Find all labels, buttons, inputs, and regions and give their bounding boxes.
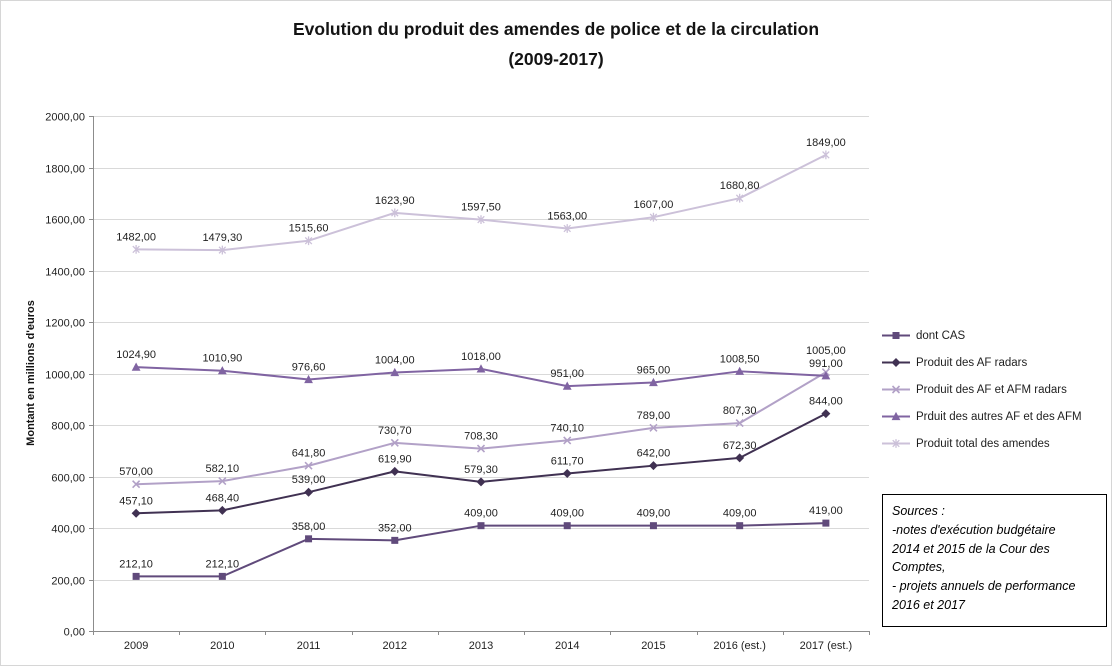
svg-text:641,80: 641,80 (292, 448, 326, 460)
svg-text:2010: 2010 (210, 640, 234, 652)
svg-text:0,00: 0,00 (64, 627, 85, 639)
x-marker-icon (882, 385, 910, 394)
svg-text:1607,00: 1607,00 (634, 199, 674, 211)
svg-text:807,30: 807,30 (723, 405, 757, 417)
svg-text:800,00: 800,00 (51, 421, 85, 433)
svg-text:730,70: 730,70 (378, 425, 412, 437)
svg-text:1000,00: 1000,00 (45, 370, 85, 382)
svg-text:1018,00: 1018,00 (461, 351, 501, 363)
legend-item-3: Prduit des autres AF et des AFM (881, 403, 1111, 430)
legend-label: Prduit des autres AF et des AFM (916, 410, 1082, 423)
svg-text:419,00: 419,00 (809, 505, 843, 517)
svg-text:409,00: 409,00 (723, 508, 757, 520)
svg-text:1024,90: 1024,90 (116, 349, 156, 361)
svg-text:212,10: 212,10 (206, 558, 240, 570)
y-axis-title: Montant en millions d'euros (25, 300, 37, 446)
svg-text:1005,00: 1005,00 (806, 345, 846, 357)
svg-text:579,30: 579,30 (464, 464, 498, 476)
svg-text:1010,90: 1010,90 (202, 353, 242, 365)
legend-item-0: dont CAS (881, 322, 1111, 349)
svg-text:740,10: 740,10 (550, 422, 584, 434)
svg-text:358,00: 358,00 (292, 521, 326, 533)
sources-box: Sources : -notes d'exécution budgétaire … (882, 494, 1107, 627)
svg-text:468,40: 468,40 (206, 492, 240, 504)
asterisk-marker-icon (882, 439, 910, 448)
legend-item-4: Produit total des amendes (881, 430, 1111, 457)
svg-text:2017 (est.): 2017 (est.) (800, 640, 853, 652)
svg-text:212,10: 212,10 (119, 558, 153, 570)
svg-text:600,00: 600,00 (51, 473, 85, 485)
svg-text:1563,00: 1563,00 (547, 211, 587, 223)
svg-text:991,00: 991,00 (809, 358, 843, 370)
svg-text:2011: 2011 (297, 640, 321, 652)
triangle-marker-icon (882, 411, 910, 421)
diamond-marker-icon (882, 358, 910, 367)
svg-text:352,00: 352,00 (378, 522, 412, 534)
svg-text:1004,00: 1004,00 (375, 354, 415, 366)
svg-text:1482,00: 1482,00 (116, 231, 156, 243)
svg-text:570,00: 570,00 (119, 466, 153, 478)
svg-text:1680,80: 1680,80 (720, 180, 760, 192)
svg-text:1479,30: 1479,30 (202, 232, 242, 244)
svg-text:642,00: 642,00 (637, 448, 671, 460)
svg-text:965,00: 965,00 (637, 365, 671, 377)
svg-text:2000,00: 2000,00 (45, 112, 85, 124)
svg-text:1600,00: 1600,00 (45, 215, 85, 227)
svg-text:200,00: 200,00 (51, 576, 85, 588)
svg-text:619,90: 619,90 (378, 453, 412, 465)
legend-item-1: Produit des AF radars (881, 349, 1111, 376)
svg-text:2014: 2014 (555, 640, 579, 652)
svg-text:1008,50: 1008,50 (720, 353, 760, 365)
svg-text:409,00: 409,00 (637, 508, 671, 520)
svg-text:2015: 2015 (641, 640, 665, 652)
legend-item-2: Produit des AF et AFM radars (881, 376, 1111, 403)
svg-text:582,10: 582,10 (206, 463, 240, 475)
svg-text:611,70: 611,70 (551, 455, 584, 467)
legend-label: Produit des AF et AFM radars (916, 383, 1067, 396)
svg-text:2013: 2013 (469, 640, 493, 652)
svg-text:1515,60: 1515,60 (289, 223, 329, 235)
svg-text:1800,00: 1800,00 (45, 164, 85, 176)
legend-label: Produit total des amendes (916, 437, 1050, 450)
svg-text:708,30: 708,30 (464, 431, 498, 443)
svg-text:672,30: 672,30 (723, 440, 757, 452)
svg-text:844,00: 844,00 (809, 396, 843, 408)
chart-title-line1: Evolution du produit des amendes de poli… (292, 19, 820, 39)
svg-text:976,60: 976,60 (292, 362, 326, 374)
svg-text:1849,00: 1849,00 (806, 137, 846, 149)
svg-text:1597,50: 1597,50 (461, 202, 501, 214)
legend-label: dont CAS (916, 329, 966, 342)
svg-text:539,00: 539,00 (292, 474, 326, 486)
svg-text:1623,90: 1623,90 (375, 195, 415, 207)
svg-text:400,00: 400,00 (51, 524, 85, 536)
chart-title-line2: (2009-2017) (508, 49, 604, 69)
chart-title: Evolution du produit des amendes de poli… (1, 14, 1111, 74)
svg-text:951,00: 951,00 (550, 368, 584, 380)
svg-text:1200,00: 1200,00 (45, 318, 85, 330)
svg-text:409,00: 409,00 (550, 508, 584, 520)
svg-text:2016 (est.): 2016 (est.) (713, 640, 766, 652)
legend: dont CAS Produit des AF radars Produit des… (881, 322, 1111, 457)
svg-text:2009: 2009 (124, 640, 148, 652)
svg-text:2012: 2012 (383, 640, 407, 652)
square-marker-icon (882, 332, 910, 339)
svg-text:409,00: 409,00 (464, 508, 498, 520)
svg-text:1400,00: 1400,00 (45, 267, 85, 279)
svg-text:457,10: 457,10 (119, 495, 153, 507)
svg-text:789,00: 789,00 (637, 410, 671, 422)
legend-label: Produit des AF radars (916, 356, 1028, 369)
